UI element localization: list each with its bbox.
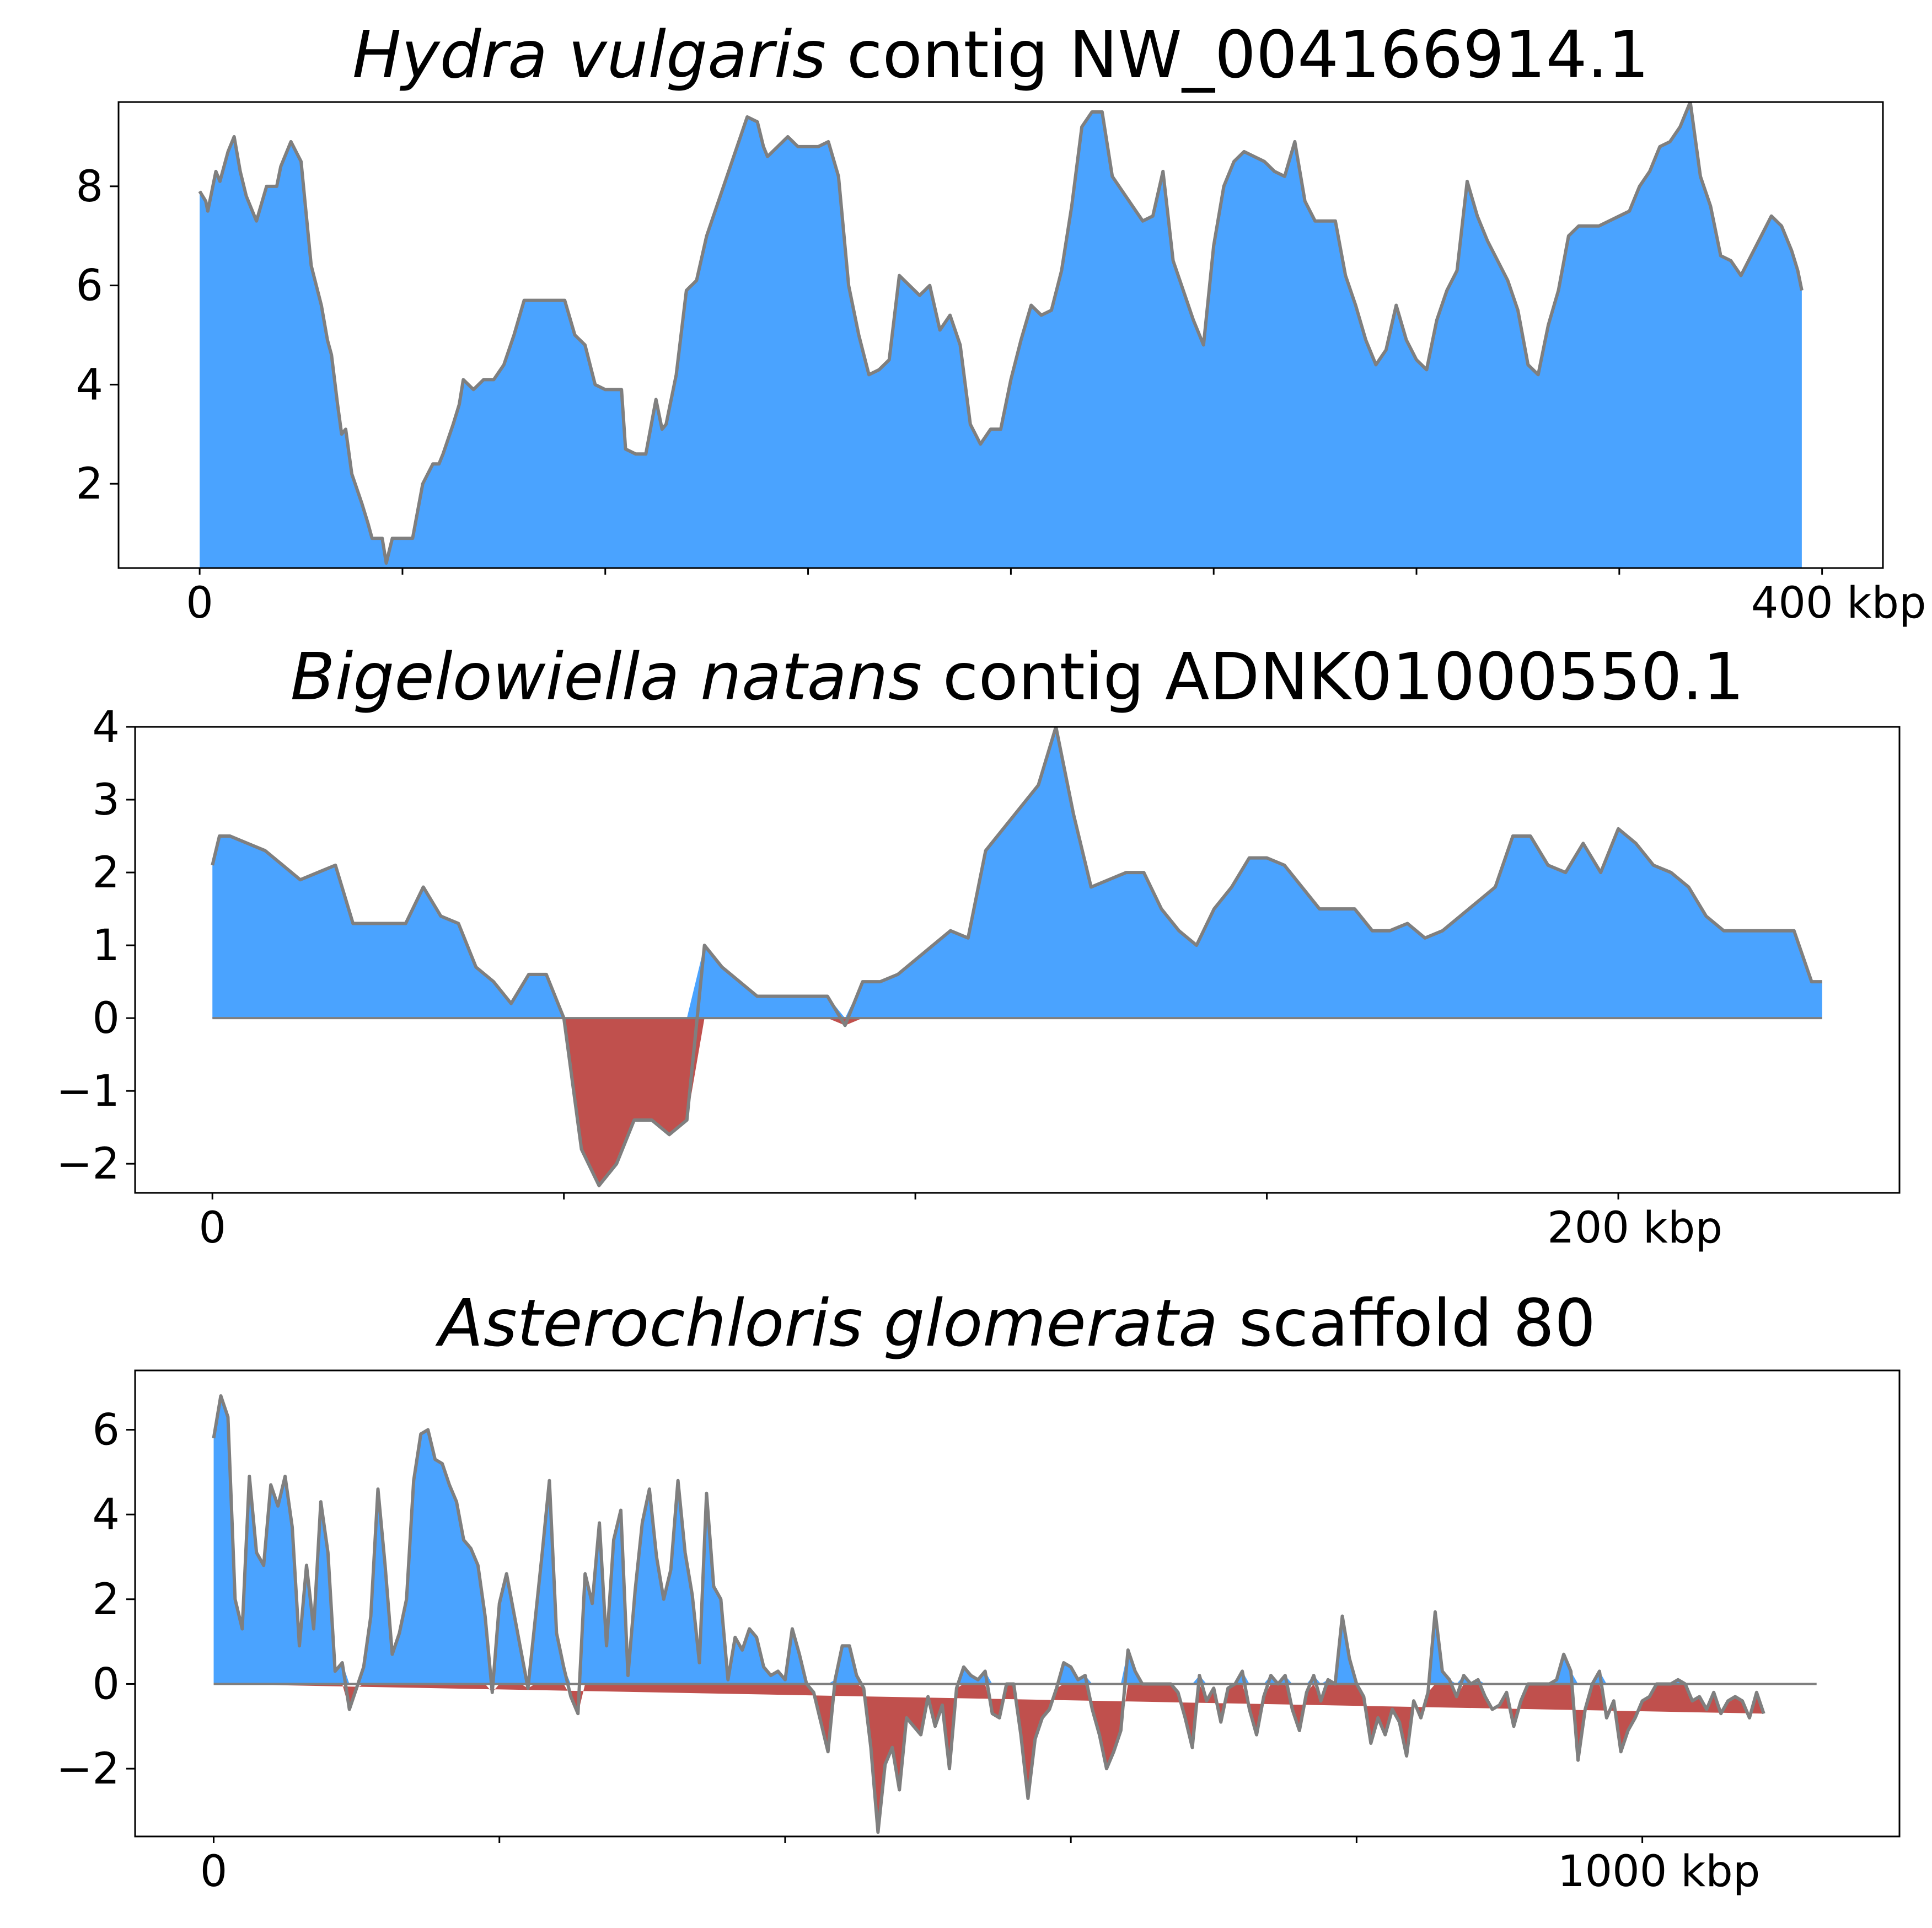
chart-title-species: Asterochloris glomerata bbox=[435, 1285, 1219, 1361]
chart-title-species: Bigelowiella natans bbox=[291, 639, 922, 715]
plot-frame bbox=[117, 101, 1884, 569]
x-axis-start-label: 0 bbox=[186, 579, 213, 628]
chart-title-sequence: contig ADNK01000550.1 bbox=[922, 639, 1744, 715]
chart-title: Hydra vulgaris contig NW_004166914.1 bbox=[352, 17, 1649, 93]
y-tick-label: 0 bbox=[92, 994, 120, 1043]
y-tick-label: 1 bbox=[92, 921, 120, 971]
plot-frame bbox=[134, 1369, 1901, 1838]
area-positive bbox=[212, 727, 1822, 1019]
y-tick-label: 4 bbox=[92, 703, 120, 752]
y-tick-label: −2 bbox=[56, 1744, 120, 1794]
y-tick-label: −1 bbox=[56, 1067, 120, 1116]
area-negative bbox=[213, 1684, 1764, 1833]
y-tick-label: 6 bbox=[92, 1406, 120, 1455]
x-axis-end-label: 1000 kbp bbox=[1558, 1847, 1761, 1897]
chart-title-species: Hydra vulgaris bbox=[352, 17, 826, 93]
y-tick-label: 2 bbox=[92, 848, 120, 898]
x-axis-start-label: 0 bbox=[198, 1203, 226, 1253]
chart-panel-1: Hydra vulgaris contig NW_004166914.1 2 4 6 8… bbox=[76, 17, 1926, 628]
x-axis-end-label: 200 kbp bbox=[1547, 1203, 1722, 1253]
y-tick-label: 0 bbox=[92, 1659, 120, 1709]
chart-title-sequence: scaffold 80 bbox=[1218, 1285, 1596, 1361]
y-tick-label: −2 bbox=[56, 1139, 120, 1189]
chart-title-sequence: contig NW_004166914.1 bbox=[826, 17, 1649, 93]
y-tick-label: 4 bbox=[92, 1490, 120, 1540]
series-line bbox=[198, 102, 1804, 565]
series-line bbox=[212, 1394, 1765, 1834]
area-negative bbox=[212, 1018, 1822, 1186]
series-line bbox=[211, 727, 1822, 1187]
chart-panel-2: Bigelowiella natans contig ADNK01000550.… bbox=[56, 639, 1901, 1253]
y-tick-label: 2 bbox=[76, 459, 103, 509]
y-tick-label: 3 bbox=[92, 775, 120, 825]
y-tick-label: 2 bbox=[92, 1575, 120, 1625]
chart-title: Asterochloris glomerata scaffold 80 bbox=[435, 1285, 1596, 1361]
y-tick-label: 6 bbox=[76, 261, 103, 311]
plot-frame bbox=[134, 726, 1901, 1194]
area-positive bbox=[213, 1396, 1764, 1684]
area-positive bbox=[200, 102, 1802, 568]
y-tick-label: 8 bbox=[76, 162, 103, 212]
x-axis-start-label: 0 bbox=[200, 1847, 228, 1897]
y-tick-label: 4 bbox=[76, 360, 103, 410]
x-axis-end-label: 400 kbp bbox=[1751, 579, 1926, 628]
chart-panel-3: Asterochloris glomerata scaffold 80 −2 0 2 4… bbox=[56, 1285, 1901, 1897]
chart-title: Bigelowiella natans contig ADNK01000550.… bbox=[291, 639, 1745, 715]
